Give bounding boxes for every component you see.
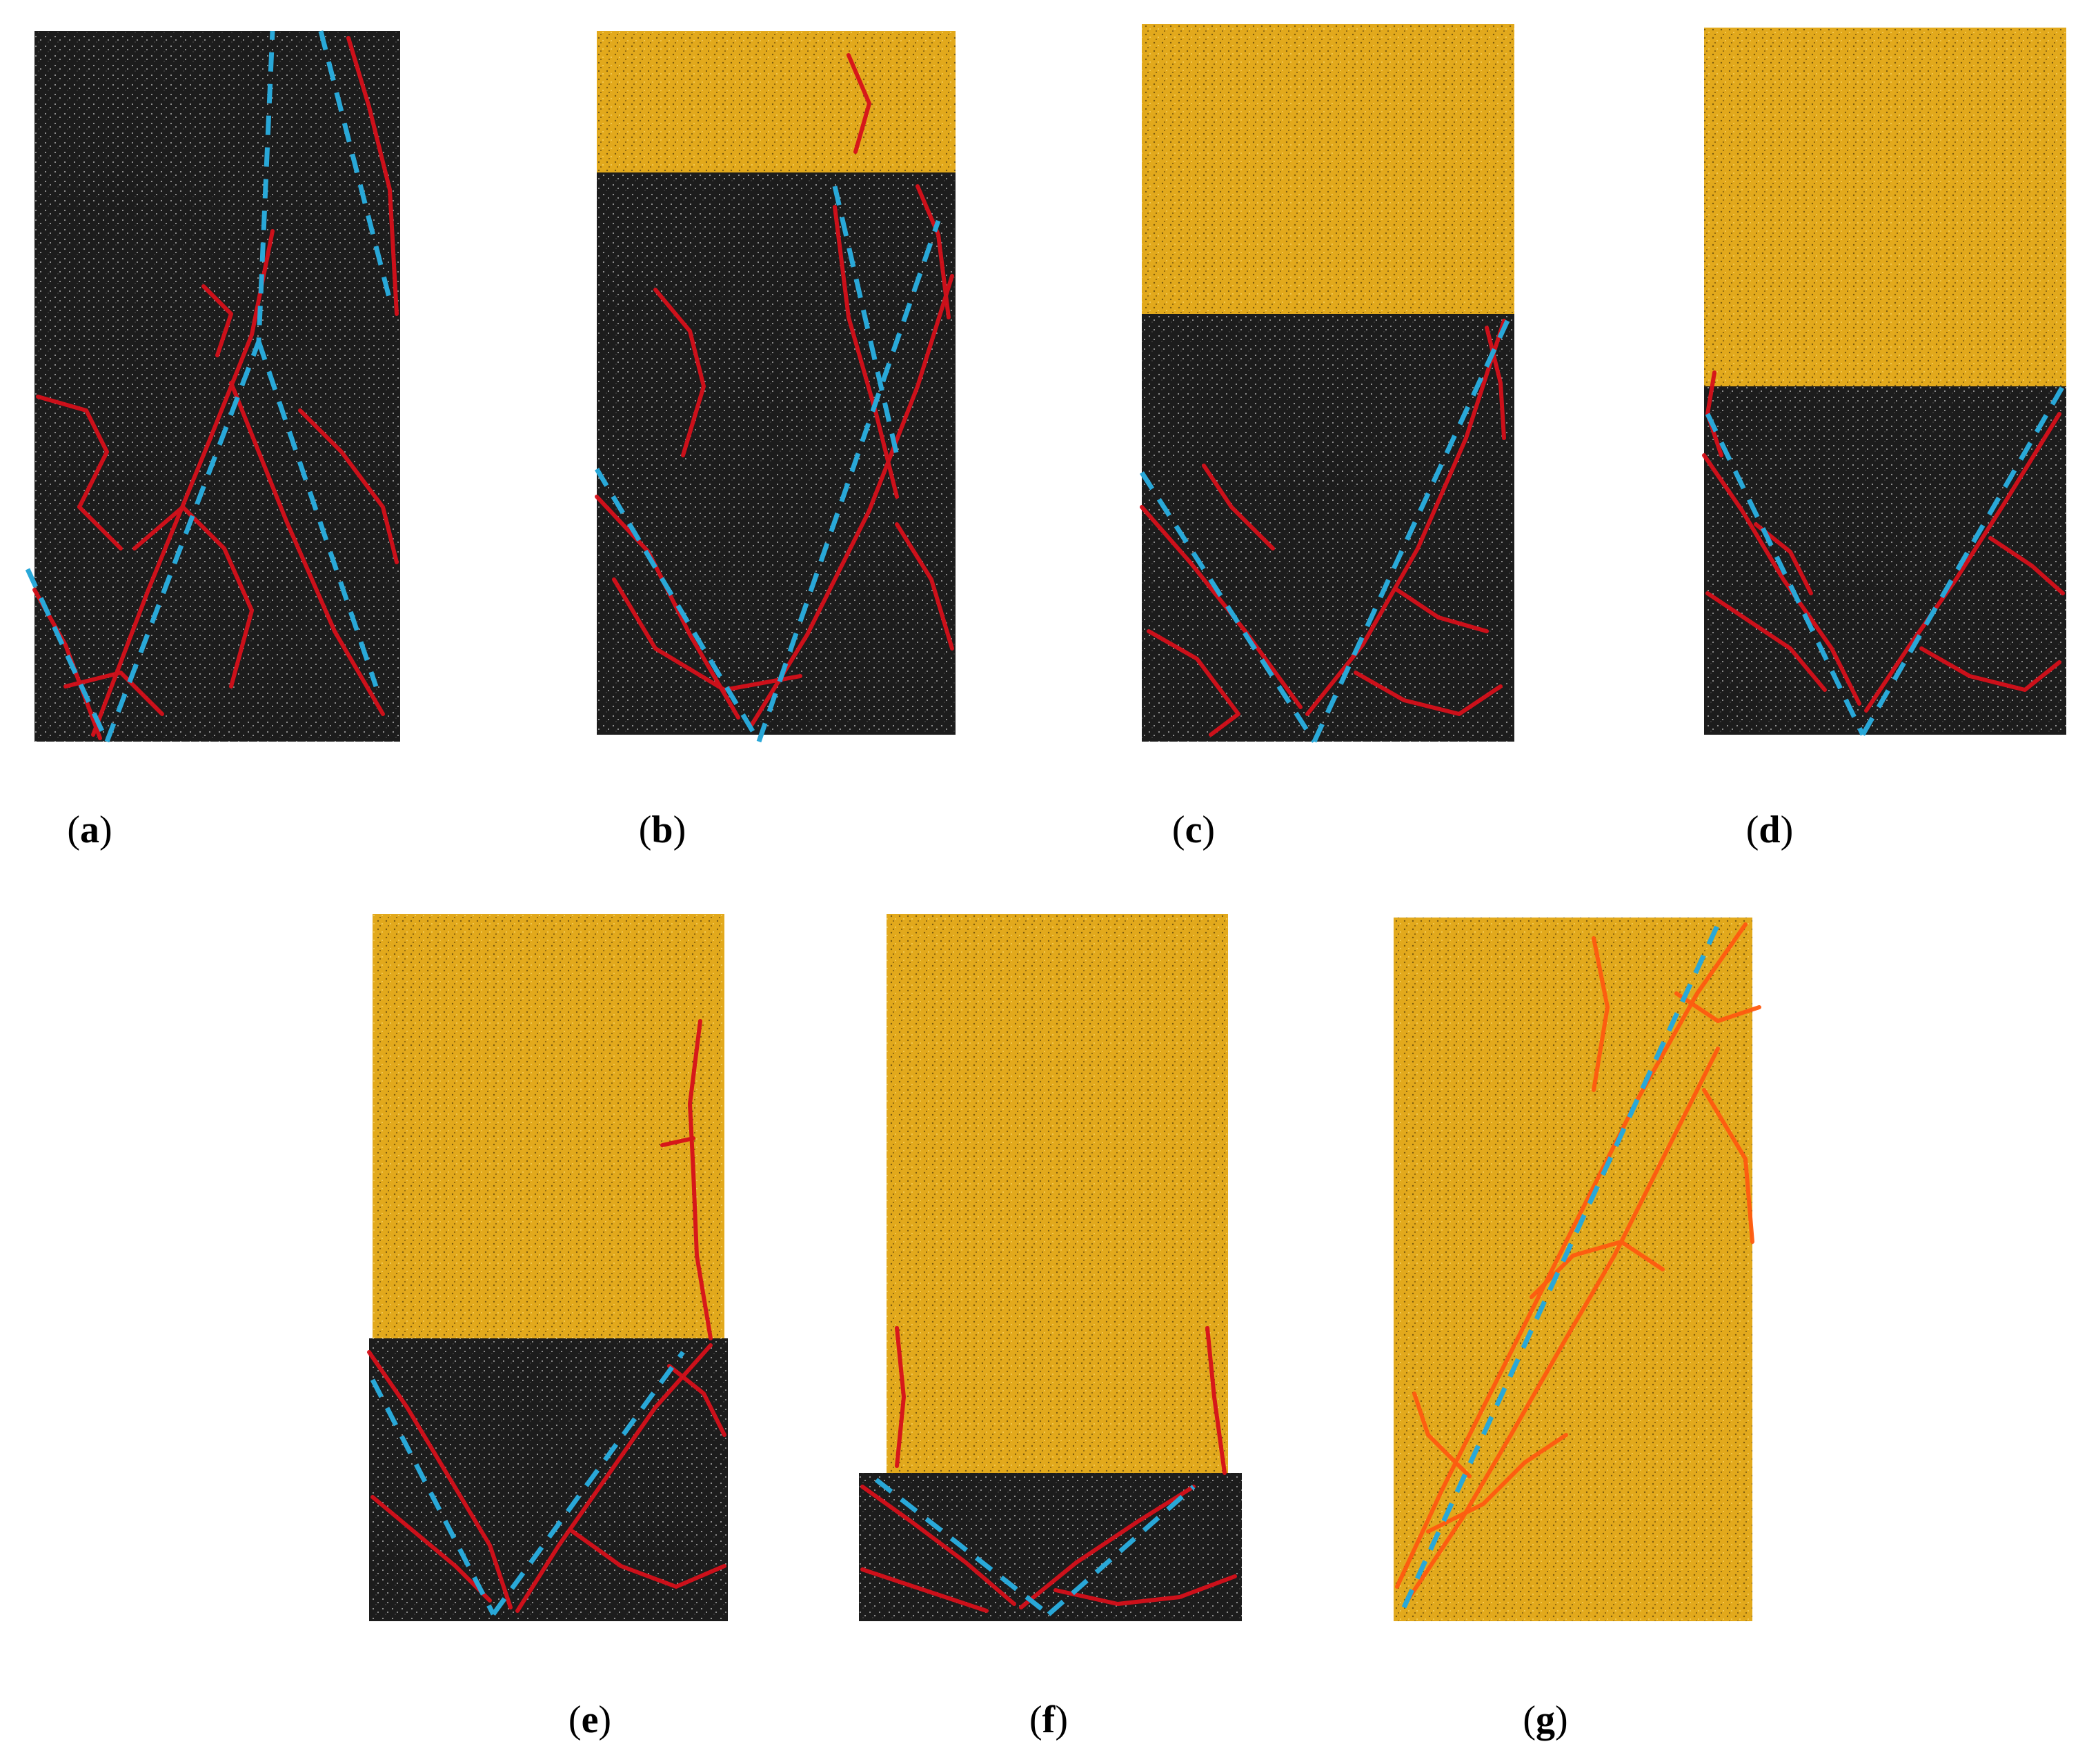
panel-g bbox=[1387, 911, 1773, 1628]
specimen-c-image bbox=[1140, 24, 1514, 743]
panel-label-e: (e) bbox=[568, 1698, 612, 1741]
fracture-line bbox=[1705, 385, 2066, 736]
rock-light-layer bbox=[1394, 918, 1752, 1621]
panel-c bbox=[1128, 24, 1521, 752]
panel-a bbox=[24, 24, 410, 749]
crack-network bbox=[1395, 922, 1761, 1603]
fracture-line bbox=[25, 30, 393, 743]
fracture-line bbox=[874, 1478, 1196, 1616]
panel-e bbox=[352, 911, 738, 1628]
panel-b bbox=[573, 28, 966, 752]
crack-network bbox=[367, 1019, 726, 1613]
panel-label-f: (f) bbox=[1029, 1698, 1068, 1741]
panel-label-c: (c) bbox=[1171, 809, 1216, 851]
rock-dark-layer bbox=[34, 31, 400, 742]
specimen-e-image bbox=[367, 914, 728, 1621]
specimen-d-image bbox=[1702, 28, 2066, 736]
panel-label-b: (b) bbox=[638, 809, 686, 851]
panel-d bbox=[1687, 28, 2073, 752]
specimen-f-image bbox=[859, 914, 1242, 1621]
rock-dark-layer bbox=[369, 1338, 728, 1621]
rock-light-layer bbox=[887, 914, 1228, 1473]
panel-f bbox=[849, 914, 1256, 1628]
crack-network bbox=[860, 1326, 1237, 1613]
rock-light-layer bbox=[1142, 24, 1514, 314]
crack-network bbox=[32, 36, 399, 740]
fracture-line bbox=[370, 1350, 685, 1616]
panel-label-d: (d) bbox=[1745, 809, 1794, 851]
crack-network bbox=[1702, 370, 2065, 713]
rock-dark-layer bbox=[1142, 314, 1514, 742]
rock-light-layer bbox=[373, 914, 724, 1338]
specimen-a-image bbox=[25, 30, 400, 743]
specimen-g-image bbox=[1394, 918, 1761, 1621]
panel-label-a: (a) bbox=[67, 809, 112, 851]
fracture-line bbox=[1140, 319, 1510, 743]
rock-light-layer bbox=[597, 31, 956, 172]
panel-label-g: (g) bbox=[1523, 1698, 1568, 1741]
rock-dark-layer bbox=[1704, 386, 2066, 735]
rock-dark-layer bbox=[597, 172, 956, 735]
rock-light-layer bbox=[1704, 28, 2066, 386]
specimen-b-image bbox=[594, 31, 956, 743]
fracture-line bbox=[594, 186, 941, 743]
rock-dark-layer bbox=[859, 1473, 1242, 1621]
crack-network bbox=[1140, 319, 1506, 737]
